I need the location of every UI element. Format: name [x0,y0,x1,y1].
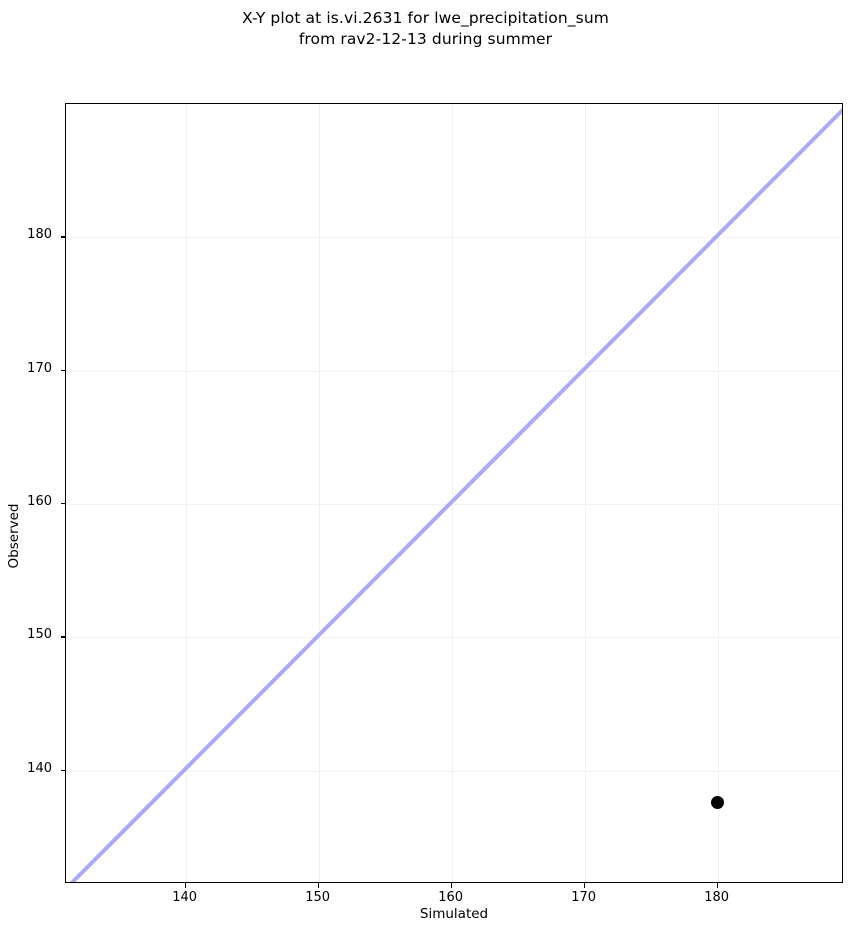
scatter-point [711,796,725,810]
x-axis-tick-label: 180 [704,890,730,905]
y-axis-tick [60,369,65,371]
y-axis-tick-label: 140 [27,760,52,776]
gridline-horizontal [66,504,842,506]
y-axis-tick-label: 150 [27,627,52,643]
gridline-vertical [451,104,453,882]
y-axis-tick-label: 160 [27,494,52,509]
gridline-horizontal [66,637,842,639]
x-axis-tick-label: 140 [172,890,198,905]
gridline-vertical [717,104,719,882]
x-axis-tick-label: 150 [305,890,331,905]
gridline-horizontal [66,770,842,772]
chart-title: X-Y plot at is.vi.2631 for lwe_precipita… [242,9,609,48]
y-axis-label: Observed [6,503,22,569]
x-axis-tick-label: 170 [571,890,597,905]
y-axis-tick [60,236,65,238]
y-axis-tick-label: 180 [27,227,52,243]
reference-line-layer [69,107,842,882]
y-axis-tick [60,503,65,505]
x-axis-label: Simulated [419,906,489,922]
x-axis-tick [450,883,452,888]
x-axis-tick [583,883,585,888]
gridline-vertical [584,104,586,882]
x-axis-tick [716,883,718,888]
y-axis-tick-label: 170 [27,360,52,376]
y-axis-tick [60,636,65,638]
gridline-horizontal [66,237,842,239]
plot-area [65,103,843,883]
one-to-one-reference-line [69,107,842,882]
x-axis-tick [317,883,319,888]
x-axis-tick [184,883,186,888]
gridline-horizontal [66,370,842,372]
x-axis-tick-label: 160 [438,890,464,905]
y-axis-label-wrapper: Observed [6,443,106,569]
gridline-vertical [318,104,320,882]
gridline-vertical [185,104,187,882]
y-axis-tick [60,769,65,771]
